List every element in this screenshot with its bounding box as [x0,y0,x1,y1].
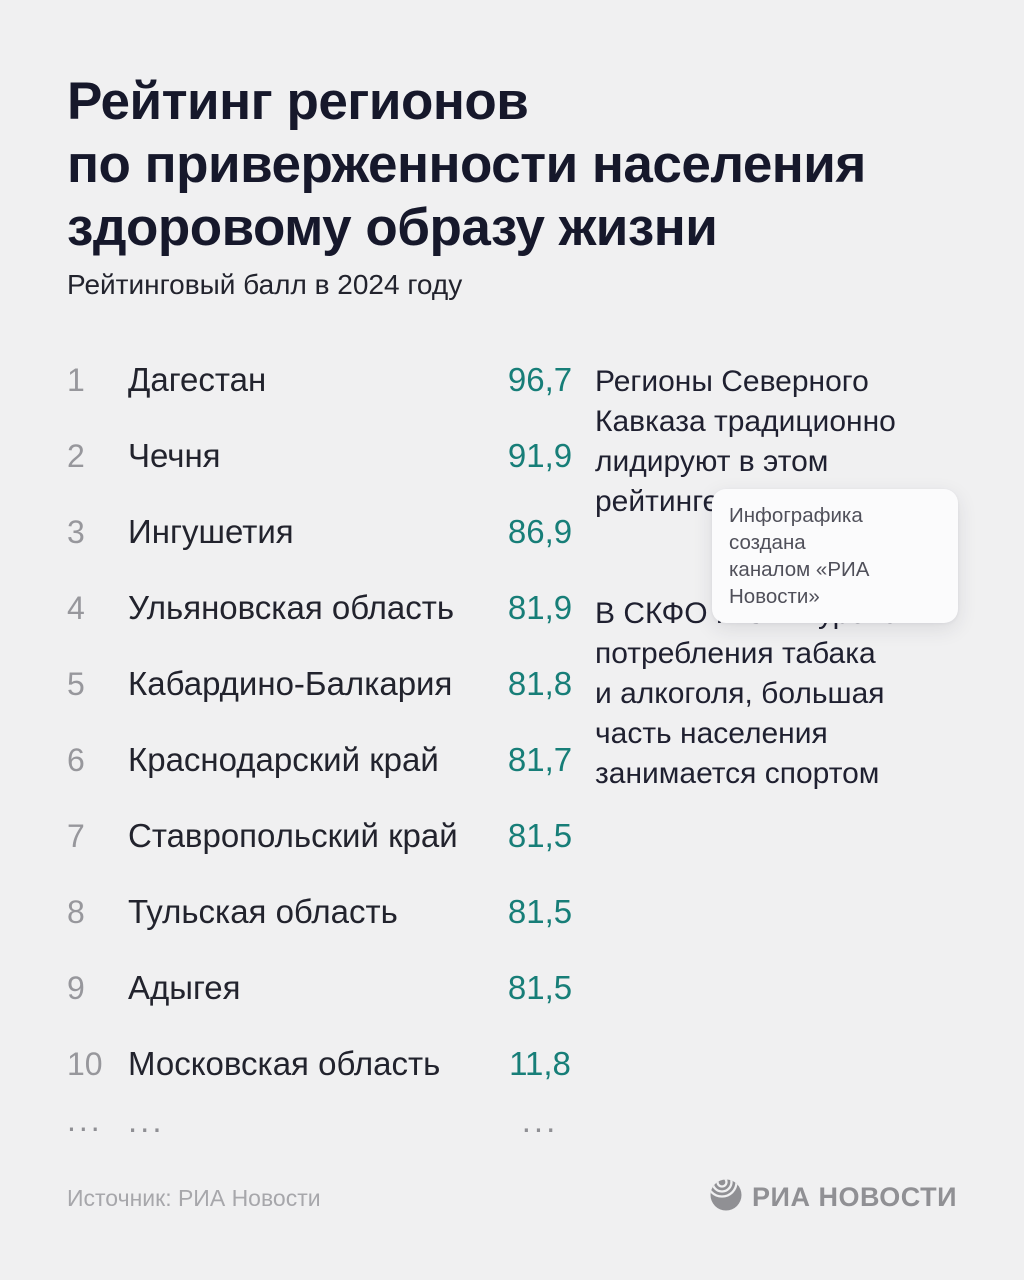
region-cell: Ставропольский край [128,817,458,854]
table-row: 4 Ульяновская область 81,9 [67,570,579,646]
ria-globe-icon [709,1178,743,1217]
region-cell: Тульская область [128,893,398,930]
value-cell: 91,9 [507,437,573,474]
value-cell: 81,7 [507,741,573,778]
value-cell: 81,8 [507,665,573,702]
page-subtitle: Рейтинговый балл в 2024 году [67,269,463,300]
attribution-tooltip: Инфографика создана каналом «РИА Новости… [712,489,958,623]
annotation-line: часть населения [595,717,828,750]
page-title-line-2: по приверженности населения [67,135,866,194]
region-cell: Дагестан [128,361,267,398]
page-title-line-3: здоровому образу жизни [67,198,718,257]
region-cell: Чечня [128,437,221,474]
annotation-line: и алкоголя, большая [595,677,885,710]
source-label: Источник: РИА Новости [67,1185,321,1211]
rank-cell: 10 [67,1045,103,1082]
value-cell: ... [521,1102,559,1139]
rank-cell: 9 [67,969,85,1006]
table-row: 10 Московская область 11,8 [67,1026,579,1102]
region-cell: Московская область [128,1045,441,1082]
table-row: 6 Краснодарский край 81,7 [67,722,579,798]
annotation-line: потребления табака [595,637,876,670]
table-row: 9 Адыгея 81,5 [67,950,579,1026]
ria-novosti-logo: РИА НОВОСТИ [709,1178,957,1217]
annotation-line: занимается спортом [595,757,880,790]
page-title-line-1: Рейтинг регионов [67,72,529,131]
region-cell: Адыгея [128,969,241,1006]
rank-cell: ... [67,1102,103,1138]
annotation-line: Регионы Северного [595,365,869,398]
value-cell: 96,7 [507,361,573,398]
table-row: 1 Дагестан 96,7 [67,342,579,418]
annotation-paragraph-1: Регионы Северного Кавказа традиционно ли… [595,362,985,522]
region-cell: Ингушетия [128,513,294,550]
ranking-list: 1 Дагестан 96,7 2 Чечня 91,9 3 Ингушетия… [67,342,579,1158]
table-row: 8 Тульская область 81,5 [67,874,579,950]
annotation-line: Кавказа традиционно [595,405,896,438]
ria-logo-text: РИА НОВОСТИ [752,1182,957,1212]
region-cell: Кабардино-Балкария [128,665,453,702]
region-cell: ... [128,1102,165,1139]
value-cell: 81,5 [507,969,573,1006]
value-cell: 81,9 [507,589,573,626]
value-cell: 81,5 [507,817,573,854]
rank-cell: 4 [67,589,85,626]
table-row: 5 Кабардино-Балкария 81,8 [67,646,579,722]
value-cell: 81,5 [507,893,573,930]
tooltip-line: Инфографика создана [729,504,863,554]
header: Рейтинг регионов по приверженности насел… [67,70,866,301]
value-cell: 11,8 [509,1045,571,1082]
rank-cell: 7 [67,817,85,854]
table-row: 2 Чечня 91,9 [67,418,579,494]
rank-cell: 1 [67,361,85,398]
annotation-paragraph-2: В СКФО низкий уровень потребления табака… [595,594,985,794]
table-row: 7 Ставропольский край 81,5 [67,798,579,874]
rank-cell: 8 [67,893,85,930]
region-cell: Краснодарский край [128,741,439,778]
annotation-line: рейтинге [595,485,720,518]
table-row-ellipsis: ... ... ... [67,1102,579,1158]
value-cell: 86,9 [507,513,573,550]
rank-cell: 2 [67,437,85,474]
tooltip-line: каналом «РИА Новости» [729,558,870,608]
annotation-line: лидируют в этом [595,445,829,478]
rank-cell: 5 [67,665,85,702]
rank-cell: 3 [67,513,85,550]
region-cell: Ульяновская область [128,589,455,626]
table-row: 3 Ингушетия 86,9 [67,494,579,570]
rank-cell: 6 [67,741,85,778]
